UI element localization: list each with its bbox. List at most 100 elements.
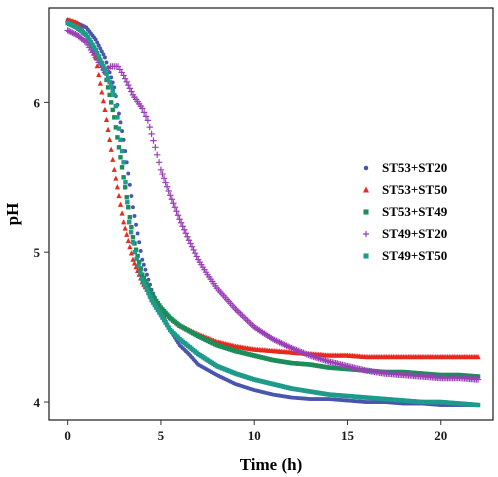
data-point <box>173 208 180 215</box>
data-point <box>110 107 115 113</box>
data-point <box>125 81 132 89</box>
data-point <box>115 135 120 140</box>
data-point <box>104 60 109 65</box>
data-point <box>154 305 159 310</box>
data-point <box>168 196 176 203</box>
data-point <box>108 84 114 89</box>
data-point <box>101 63 106 69</box>
data-point <box>113 175 119 181</box>
data-point <box>100 98 107 104</box>
data-point <box>152 296 157 301</box>
data-point <box>95 40 100 45</box>
data-point <box>102 67 108 72</box>
data-point <box>130 256 136 262</box>
legend-label: ST49+ST20 <box>382 226 447 241</box>
data-point <box>474 376 482 383</box>
data-point <box>134 256 139 262</box>
data-point <box>112 92 117 98</box>
data-point <box>93 37 98 42</box>
data-point <box>152 144 159 151</box>
data-point <box>125 237 131 244</box>
data-point <box>150 294 156 299</box>
data-point <box>149 291 154 297</box>
data-point <box>166 325 171 330</box>
data-point <box>96 71 102 78</box>
legend-label: ST53+ST20 <box>382 160 447 175</box>
data-point <box>107 136 113 142</box>
data-point <box>101 52 106 57</box>
data-point <box>120 72 127 79</box>
data-point <box>121 160 126 165</box>
data-point <box>136 259 142 265</box>
data-point <box>138 266 143 271</box>
data-point <box>133 247 139 252</box>
legend-marker <box>363 231 369 237</box>
data-point <box>129 225 134 230</box>
data-point <box>103 55 107 60</box>
data-point <box>154 151 161 159</box>
legend-marker <box>363 253 369 259</box>
data-point <box>125 200 130 205</box>
data-point <box>108 100 114 105</box>
data-point <box>159 170 166 178</box>
data-point <box>155 159 163 166</box>
data-point <box>176 216 183 223</box>
data-point <box>135 231 140 236</box>
data-point <box>122 225 128 231</box>
data-point <box>148 130 155 138</box>
data-point <box>160 175 168 182</box>
data-point <box>105 126 111 132</box>
y-tick-label: 6 <box>34 95 41 110</box>
data-point <box>174 212 182 219</box>
data-point <box>155 300 161 306</box>
data-point <box>133 264 139 270</box>
data-point <box>126 171 131 176</box>
data-point <box>127 220 132 225</box>
data-point <box>171 204 179 211</box>
data-point <box>118 120 123 125</box>
legend-key: ST53+ST49 <box>363 204 448 219</box>
data-point <box>130 205 135 210</box>
data-point <box>127 215 133 220</box>
data-point <box>99 89 105 95</box>
x-tick-label: 15 <box>341 428 355 443</box>
data-point <box>154 298 159 304</box>
data-point <box>129 194 134 198</box>
data-point <box>103 116 110 122</box>
data-point <box>163 320 168 325</box>
data-point <box>121 75 129 82</box>
data-point <box>110 88 115 93</box>
data-point <box>193 253 200 260</box>
data-point <box>144 117 152 124</box>
data-point <box>105 85 111 90</box>
data-point <box>97 80 103 86</box>
data-point <box>112 115 117 120</box>
legend-key: ST49+ST20 <box>363 226 447 241</box>
data-point <box>475 402 481 408</box>
data-point <box>119 165 125 170</box>
data-point <box>126 85 134 92</box>
data-point <box>110 156 116 162</box>
y-tick-label: 5 <box>34 245 41 260</box>
data-point <box>146 123 153 131</box>
x-tick-label: 20 <box>434 428 447 443</box>
legend: ST53+ST20 ST53+ST50 ST53+ST49 ST49+ST20 ST49… <box>363 160 448 263</box>
data-point <box>91 45 97 50</box>
data-point <box>157 310 162 315</box>
data-point <box>177 219 185 226</box>
data-point <box>116 145 122 150</box>
data-point <box>149 297 154 303</box>
data-point <box>475 353 481 360</box>
data-point <box>142 113 150 120</box>
data-point <box>117 111 121 116</box>
data-point <box>134 222 139 227</box>
data-point <box>87 37 92 43</box>
data-point <box>90 42 95 48</box>
data-point <box>143 267 148 272</box>
data-point <box>123 78 130 86</box>
data-point <box>191 250 199 257</box>
data-point <box>184 233 191 240</box>
data-point <box>130 235 136 240</box>
data-point <box>182 230 190 237</box>
data-point <box>96 54 101 59</box>
